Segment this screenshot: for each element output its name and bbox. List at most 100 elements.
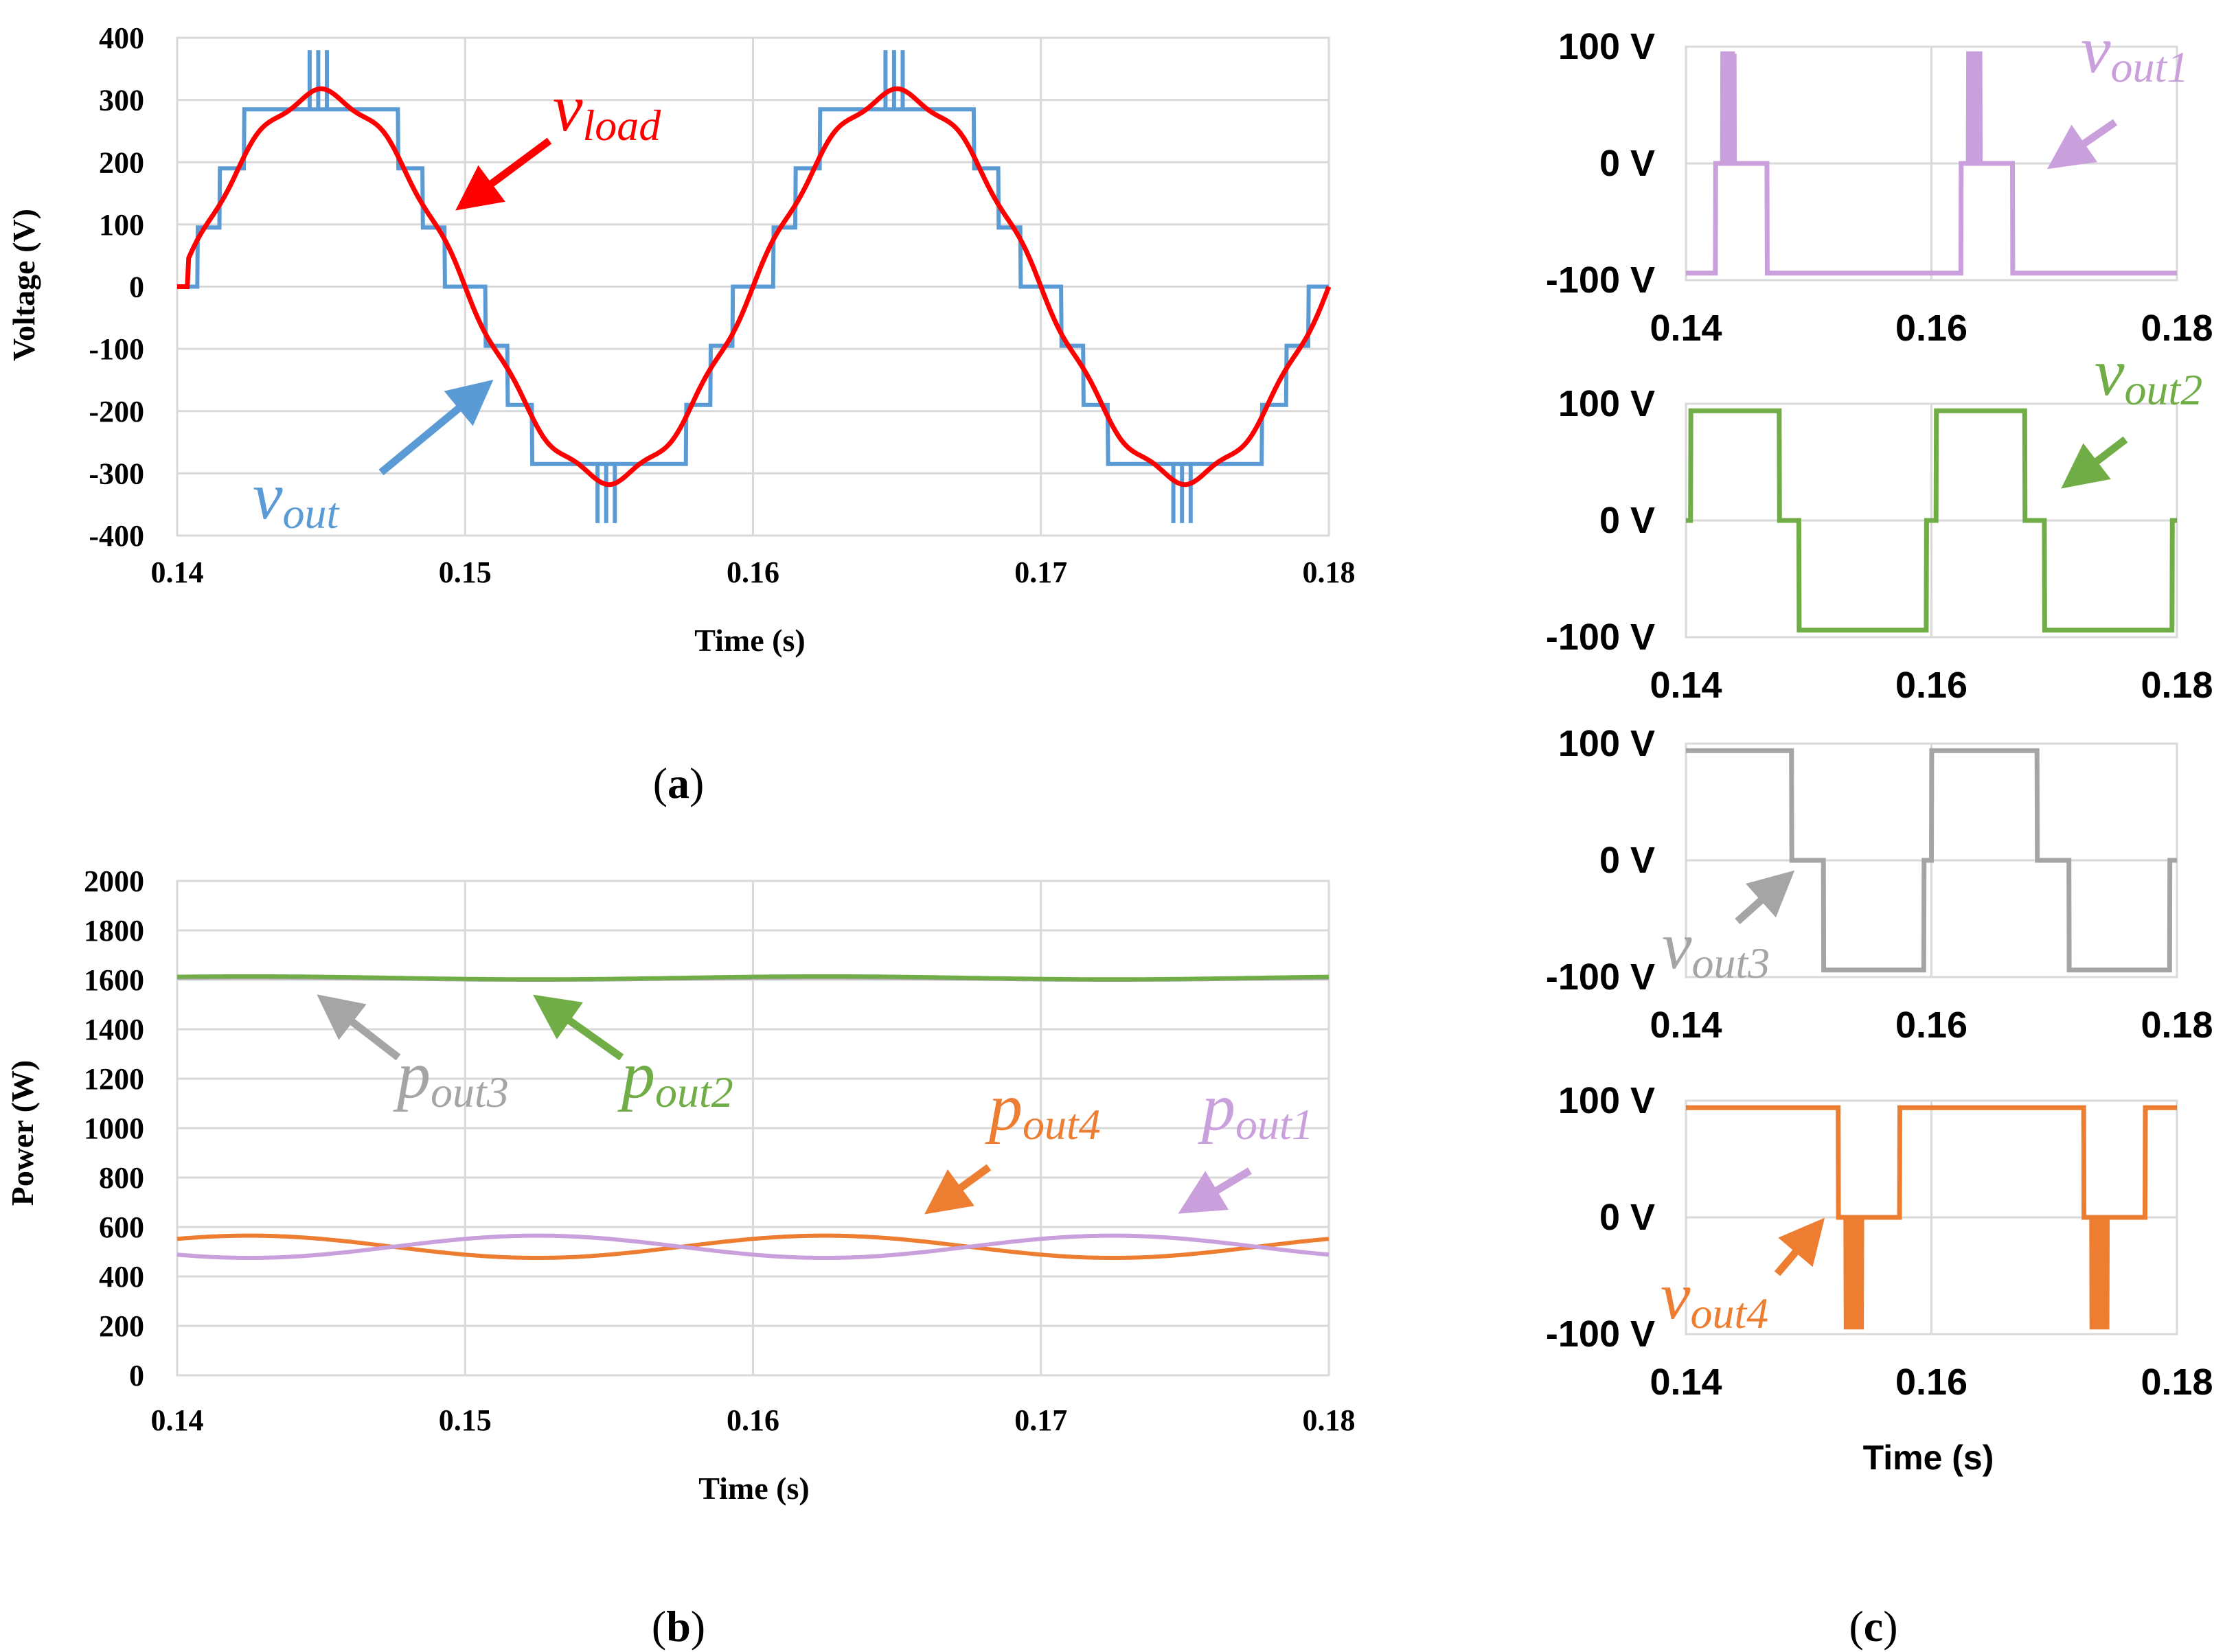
x-tick-label: 0.18: [2141, 665, 2213, 706]
x-tick-label: 0.14: [1650, 1362, 1722, 1403]
vout-arrow: [378, 379, 494, 476]
y-tick-label: -100 V: [1546, 1313, 1655, 1355]
x-tick-label: 0.16: [727, 1403, 779, 1437]
y-tick-label: 0: [129, 1359, 144, 1392]
y-tick-label: 200: [99, 1309, 144, 1343]
x-tick-label: 0.14: [1650, 308, 1722, 349]
y-tick-label: -200: [89, 395, 144, 428]
panel-vout2: 0.14 0.16 0.18 100 V 0 V -100 V: [1546, 383, 2213, 706]
chart-a-ylabel: Voltage (V): [6, 209, 41, 361]
y-tick-label: 100 V: [1558, 723, 1655, 764]
pout2-label: pout2: [617, 1038, 733, 1116]
x-tick-label: 0.16: [727, 555, 779, 589]
caption-b: (b): [652, 1602, 705, 1651]
series-pout4-line: [176, 1233, 1330, 1260]
x-tick-label: 0.18: [2141, 1362, 2213, 1403]
pout1-arrow: [1178, 1167, 1252, 1214]
chart-b-ylabel: Power (W): [5, 1060, 40, 1206]
vout1-arrow: [2046, 119, 2118, 170]
series-pout2-line: [176, 974, 1329, 982]
x-tick-label: 0.16: [1895, 1005, 1967, 1046]
x-tick-label: 0.18: [1303, 1403, 1356, 1437]
panel-vout3: 0.14 0.16 0.18 100 V 0 V -100 V: [1546, 723, 2213, 1046]
y-tick-label: 100 V: [1558, 1080, 1655, 1121]
vout2-annotation: vout2: [2061, 336, 2202, 489]
y-tick-label: 600: [99, 1211, 144, 1244]
y-tick-label: -100 V: [1546, 617, 1655, 658]
series-vout2-line: [1686, 408, 2177, 633]
series-vload-line: [177, 86, 1332, 487]
vload-label: vload: [553, 71, 661, 150]
x-tick-label: 0.17: [1014, 1403, 1067, 1437]
y-tick-label: 0: [129, 271, 144, 304]
vout4-arrow: [1774, 1217, 1825, 1276]
series-pout1-line: [176, 1233, 1330, 1260]
power-series: [176, 974, 1330, 1260]
y-tick-label: 0 V: [1599, 143, 1655, 184]
y-tick-label: 400: [99, 1260, 144, 1294]
x-tick-label: 0.14: [151, 1403, 204, 1437]
pout4-arrow: [924, 1164, 992, 1215]
x-tick-label: 0.17: [1014, 555, 1067, 589]
y-tick-label: 100 V: [1558, 26, 1655, 67]
caption-c: (c): [1849, 1602, 1897, 1651]
y-tick-label: -100 V: [1546, 260, 1655, 301]
y-tick-label: 1200: [84, 1062, 144, 1096]
chart-a-xlabel: Time (s): [694, 623, 805, 658]
y-tick-label: 2000: [84, 864, 144, 898]
chart-b-grid: [176, 880, 1330, 1377]
y-tick-label: -400: [89, 519, 144, 553]
plot-frame: [1685, 1099, 2178, 1335]
x-tick-label: 0.14: [151, 555, 204, 589]
y-tick-label: -100 V: [1546, 956, 1655, 998]
vout2-label: vout2: [2095, 336, 2202, 414]
pout4-label: pout4: [985, 1070, 1101, 1149]
vout3-arrow: [1735, 870, 1795, 925]
panel-vout1: 0.14 0.16 0.18 100 V 0 V -100 V: [1546, 26, 2213, 349]
x-tick-label: 0.18: [1303, 555, 1356, 589]
y-tick-label: -100: [89, 332, 144, 366]
caption-a: (a): [653, 759, 705, 807]
x-tick-label: 0.18: [2141, 308, 2213, 349]
chart-a-ticks: 0.14 0.15 0.16 0.17 0.18 400 300 200 100 0 -100 -20…: [89, 21, 1355, 589]
pout3-label: pout3: [393, 1038, 509, 1116]
x-tick-label: 0.16: [1895, 308, 1967, 349]
y-tick-label: 400: [99, 21, 144, 55]
plot-frame: [1685, 45, 2178, 282]
pout3-annotation: pout3: [317, 994, 509, 1116]
x-tick-label: 0.18: [2141, 1005, 2213, 1046]
y-tick-label: 100 V: [1558, 383, 1655, 424]
x-tick-label: 0.16: [1895, 1362, 1967, 1403]
chart-a-grid: [176, 36, 1330, 537]
y-tick-label: 100: [99, 208, 144, 242]
chart-b-xlabel: Time (s): [698, 1471, 809, 1506]
y-tick-label: 300: [99, 84, 144, 117]
vload-arrow: [455, 137, 552, 211]
vout1-label: vout1: [2081, 13, 2189, 91]
y-tick-label: 1800: [84, 914, 144, 948]
x-tick-label: 0.16: [1895, 665, 1967, 706]
series-vout1-line: [1686, 51, 2177, 276]
vload-annotation: vload: [455, 71, 661, 211]
chart-c-xlabel: Time (s): [1863, 1438, 1994, 1477]
vout3-label: vout3: [1662, 909, 1770, 987]
y-tick-label: -300: [89, 457, 144, 490]
vout1-annotation: vout1: [2046, 13, 2189, 170]
series-vout4-line: [1686, 1105, 2177, 1330]
y-tick-label: 1400: [84, 1013, 144, 1046]
chart-c-panels: 0.14 0.16 0.18 100 V 0 V -100 V 0.14 0.16 0.18 10…: [1546, 26, 2213, 1403]
y-tick-label: 200: [99, 146, 144, 179]
chart-a-voltage: 0.14 0.15 0.16 0.17 0.18 400 300 200 100 0 -100 -20…: [6, 21, 1356, 658]
chart-b-power: 0.14 0.15 0.16 0.17 0.1820001800160014001200…: [5, 864, 1356, 1506]
pout2-annotation: pout2: [533, 994, 733, 1116]
y-tick-label: 0 V: [1599, 840, 1655, 881]
vout-label: vout: [253, 459, 341, 538]
chart-b-ticks: 0.14 0.15 0.16 0.17 0.1820001800160014001200…: [84, 864, 1356, 1437]
x-tick-label: 0.15: [439, 1403, 492, 1437]
pout2-arrow: [533, 994, 624, 1061]
y-tick-label: 800: [99, 1161, 144, 1195]
y-tick-label: 1000: [84, 1112, 144, 1145]
pout3-arrow: [317, 994, 401, 1061]
pout4-annotation: pout4: [924, 1070, 1101, 1215]
